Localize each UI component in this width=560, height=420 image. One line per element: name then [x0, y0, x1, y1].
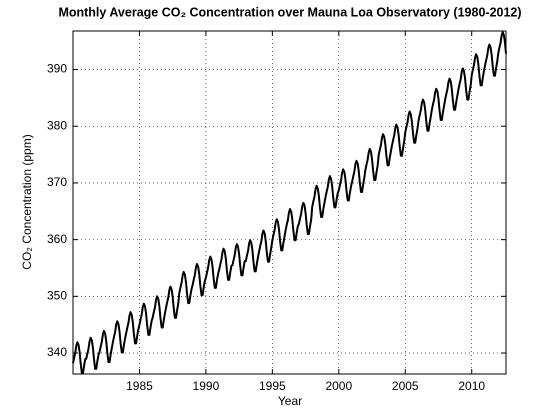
y-axis-label: CO₂ Concentration (ppm) [20, 134, 34, 269]
x-tick-label: 2005 [392, 379, 419, 393]
chart-title: Monthly Average CO₂ Concentration over M… [58, 5, 521, 19]
x-tick-label: 1990 [193, 379, 220, 393]
data-line [72, 31, 507, 375]
y-tick-label: 360 [47, 232, 67, 246]
plot-frame [72, 30, 507, 375]
x-axis-label: Year [278, 394, 302, 408]
y-tick-label: 350 [47, 289, 67, 303]
y-tick-label: 380 [47, 118, 67, 132]
y-tick-label: 390 [47, 62, 67, 76]
x-tick-label: 2000 [325, 379, 352, 393]
x-tick-label: 1985 [126, 379, 153, 393]
x-tick-label: 2010 [458, 379, 485, 393]
y-tick-label: 340 [47, 345, 67, 359]
y-tick-label: 370 [47, 175, 67, 189]
x-tick-label: 1995 [259, 379, 286, 393]
